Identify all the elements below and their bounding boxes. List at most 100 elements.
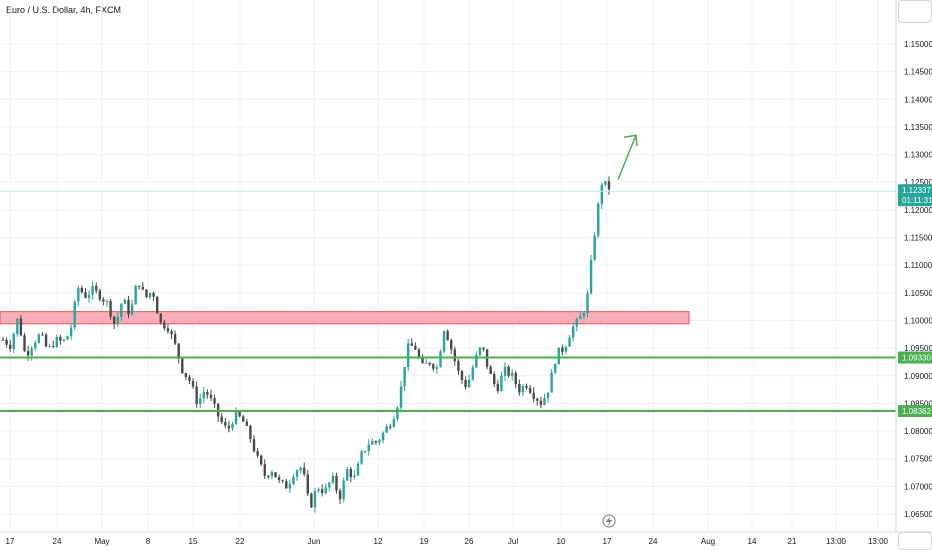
candle-body: [245, 421, 249, 426]
candle-body: [191, 380, 195, 387]
candle-body: [288, 483, 292, 489]
time-tick-label: 24: [53, 537, 62, 546]
candle-body: [381, 432, 385, 441]
candle-body: [138, 285, 141, 287]
candle-body: [600, 184, 604, 204]
time-tick-label: 14: [748, 537, 757, 546]
candle-body: [363, 450, 367, 452]
candle-body: [356, 463, 360, 476]
candle-body: [19, 318, 23, 336]
price-tick-label: 1.12000: [904, 206, 932, 215]
candle-body: [84, 292, 87, 298]
price-axis[interactable]: 1.15000 1.14500 1.14000 1.13500 1.13000 1.125…: [904, 40, 932, 519]
candle-body: [263, 464, 266, 476]
candle-body: [521, 386, 525, 393]
candle-body: [320, 489, 324, 493]
candle-body: [346, 468, 349, 481]
candle-body: [525, 386, 528, 388]
resistance-zone: [0, 311, 690, 325]
candle-body: [148, 293, 152, 297]
candle-body: [59, 336, 62, 341]
candle-body: [224, 422, 227, 426]
candle-body: [313, 491, 317, 508]
candle-body: [528, 387, 532, 393]
candle-body: [37, 334, 41, 343]
candle-body: [410, 343, 413, 346]
support-2-value: 1.08362: [902, 407, 931, 416]
candle-body: [206, 392, 209, 395]
candle-body: [152, 293, 155, 297]
candle-body: [267, 475, 270, 477]
candle-body: [482, 347, 485, 350]
candle-body: [238, 410, 241, 417]
candle-body: [202, 392, 206, 399]
time-tick-label: 12: [374, 537, 383, 546]
lightning-icon[interactable]: [602, 514, 616, 528]
candle-body: [424, 362, 428, 364]
candle-body: [209, 394, 213, 399]
candle-body: [403, 366, 406, 387]
candle-body: [392, 419, 396, 428]
candle-body: [593, 235, 596, 260]
candle-body: [62, 339, 66, 341]
candle-body: [442, 331, 446, 352]
candle-body: [571, 326, 575, 338]
candle-body: [317, 489, 320, 492]
candle-body: [145, 289, 148, 297]
price-tick-label: 1.08000: [904, 427, 932, 436]
candle-body: [184, 373, 188, 377]
candle-body: [66, 336, 69, 340]
candle-body: [123, 299, 127, 304]
candle-body: [310, 493, 313, 508]
candle-body: [389, 426, 392, 428]
price-tick-label: 1.12500: [904, 178, 932, 187]
candle-body: [464, 379, 467, 388]
candle-body: [295, 470, 299, 477]
candle-body: [277, 477, 281, 481]
candle-body: [396, 407, 399, 420]
candle-body: [274, 472, 277, 478]
candle-body: [457, 360, 460, 372]
candle-body: [435, 367, 439, 369]
candle-body: [471, 367, 474, 380]
candle-body: [450, 340, 453, 350]
time-tick-label: 13:00: [868, 537, 889, 546]
time-tick-label: 24: [649, 537, 658, 546]
candle-body: [80, 287, 84, 293]
candle-body: [414, 345, 417, 350]
candle-body: [303, 467, 306, 475]
candle-body: [507, 366, 510, 376]
support-1-value: 1.09330: [902, 354, 931, 363]
candle-body: [510, 372, 514, 376]
candle-body: [399, 386, 403, 408]
candle-body: [73, 301, 76, 328]
time-axis[interactable]: 17 24 May 8 15 22 Jun 12 19 26 Jul 10 17 24 Aug 14 21 13:…: [6, 537, 889, 546]
candle-body: [385, 426, 388, 433]
price-tick-label: 1.14500: [904, 68, 932, 77]
candles: [1, 176, 611, 513]
candle-body: [586, 293, 589, 314]
candle-body: [453, 349, 457, 361]
candle-body: [30, 348, 33, 356]
candle-body: [446, 331, 449, 341]
candle-body: [227, 425, 231, 429]
candle-body: [12, 334, 15, 349]
candle-body: [170, 331, 173, 335]
candle-body: [536, 398, 539, 401]
candle-body: [557, 347, 560, 365]
candle-body: [1, 339, 5, 341]
candle-body: [87, 294, 91, 298]
candle-body: [188, 376, 191, 381]
time-tick-label: Aug: [701, 537, 715, 546]
candle-body: [44, 334, 48, 347]
candle-body: [582, 313, 586, 317]
grid: [0, 0, 896, 532]
time-tick-label: 13:00: [826, 537, 847, 546]
candle-body: [432, 364, 435, 369]
candle-body: [579, 316, 582, 320]
candle-body: [95, 286, 98, 291]
candle-body: [127, 299, 130, 315]
candle-body: [155, 296, 159, 314]
candle-body: [16, 318, 19, 335]
